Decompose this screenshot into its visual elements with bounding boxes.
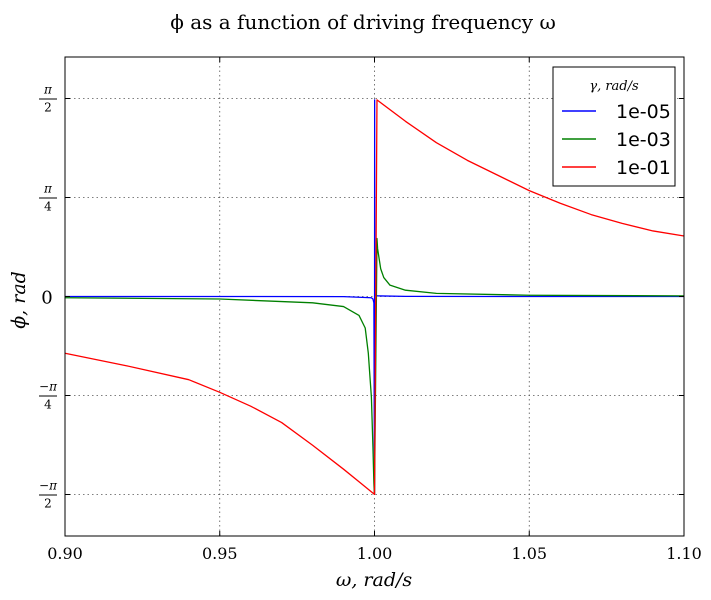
legend-entries: 1e-05 1e-03 1e-01 xyxy=(562,101,671,179)
legend-title: γ, rad/s xyxy=(589,79,639,94)
x-tick-label: 0.90 xyxy=(47,544,83,563)
y-tick-label-fraction: π4 xyxy=(39,181,57,213)
legend-label: 1e-03 xyxy=(616,129,671,151)
y-tick-denominator: 4 xyxy=(44,398,52,412)
y-tick-numerator: π xyxy=(43,82,53,96)
x-tick-label: 1.05 xyxy=(511,544,547,563)
x-tick-label: 1.00 xyxy=(357,544,393,563)
legend-label: 1e-05 xyxy=(616,101,671,123)
y-tick-numerator: −π xyxy=(39,380,58,394)
series-line-1e-01 xyxy=(64,99,685,496)
y-tick-denominator: 2 xyxy=(44,100,52,114)
y-tick-numerator: −π xyxy=(39,479,58,493)
y-tick-label: 0 xyxy=(41,288,52,309)
x-axis-label: ω, rad/s xyxy=(336,569,413,591)
x-tick-label: 0.95 xyxy=(202,544,238,563)
x-tick-label: 1.10 xyxy=(666,544,702,563)
series-lines xyxy=(64,99,685,496)
y-tick-label-fraction: −π 2 xyxy=(39,479,58,511)
y-tick-label-fraction: π2 xyxy=(39,82,57,114)
y-axis-label: ϕ, rad xyxy=(8,271,30,329)
legend: γ, rad/s 1e-05 1e-03 1e-01 xyxy=(552,66,676,187)
y-tick-denominator: 2 xyxy=(44,497,52,511)
x-tick-labels: 0.90 0.95 1.00 1.05 1.10 xyxy=(47,544,702,563)
legend-box xyxy=(552,66,676,187)
y-tick-label-fraction: −π 4 xyxy=(39,380,58,412)
chart-title: ϕ as a function of driving frequency ω xyxy=(170,10,556,34)
y-tick-numerator: π xyxy=(43,181,53,195)
legend-label: 1e-01 xyxy=(616,157,671,179)
ticks xyxy=(65,57,684,536)
y-tick-denominator: 4 xyxy=(44,199,52,213)
